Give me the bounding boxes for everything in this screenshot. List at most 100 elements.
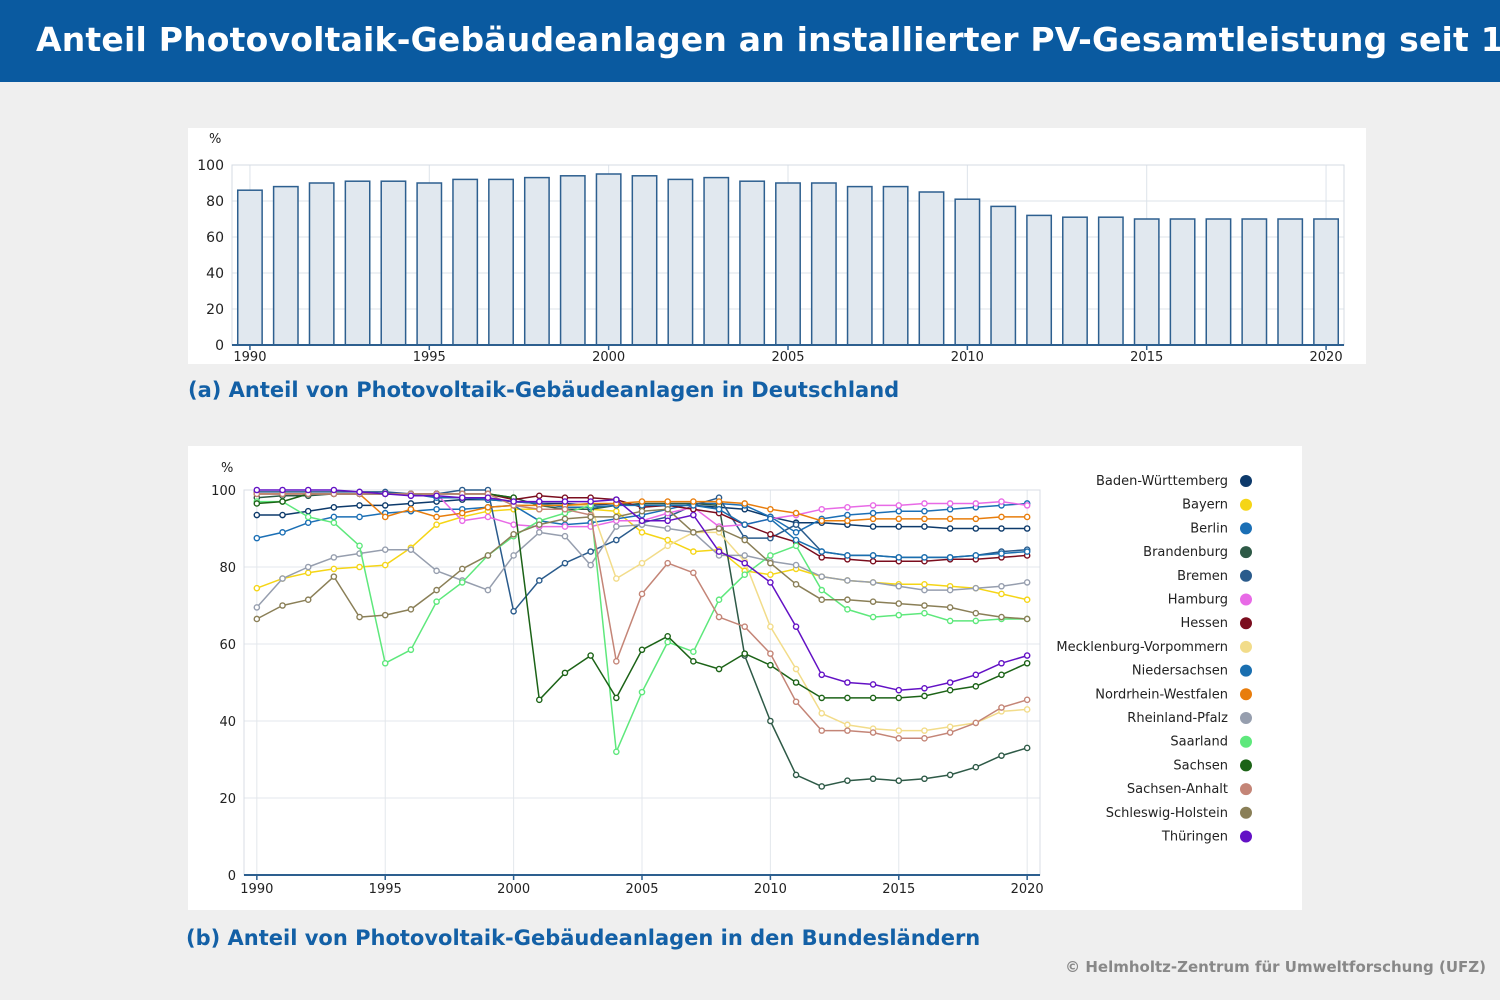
data-point — [946, 525, 954, 532]
data-point — [972, 763, 980, 771]
data-point — [638, 507, 646, 515]
data-point — [1023, 548, 1031, 555]
data-point — [561, 523, 569, 530]
data-point — [818, 573, 826, 580]
data-point — [767, 559, 774, 567]
data-point — [869, 557, 877, 565]
data-point — [869, 613, 877, 621]
header-bar: Anteil Photovoltaik-Gebäudeanlagen an in… — [0, 0, 1500, 82]
bar — [703, 176, 730, 346]
y-tick-label: 60 — [219, 638, 236, 653]
bar — [846, 185, 873, 346]
data-point — [510, 607, 517, 615]
data-point — [561, 559, 569, 567]
data-point — [253, 615, 261, 623]
y-tick-label: 100 — [197, 158, 224, 174]
data-point — [510, 498, 517, 505]
data-point — [407, 500, 415, 507]
data-point — [844, 552, 851, 559]
data-point — [818, 554, 826, 561]
data-point — [253, 534, 261, 542]
data-point — [869, 552, 877, 559]
data-point — [844, 606, 851, 613]
data-point — [767, 717, 774, 725]
data-point — [792, 665, 800, 673]
bar — [488, 178, 514, 346]
data-point — [998, 525, 1005, 532]
data-point — [510, 521, 517, 528]
data-point — [587, 513, 594, 521]
data-point — [330, 519, 338, 527]
data-point — [741, 559, 749, 567]
data-point — [998, 704, 1005, 711]
data-point — [921, 554, 928, 561]
data-point — [638, 590, 646, 598]
data-point — [921, 581, 928, 588]
data-point — [356, 502, 363, 509]
data-point — [818, 783, 826, 790]
data-point — [715, 613, 723, 621]
x-tick-label: 1995 — [413, 350, 446, 364]
data-point — [869, 502, 877, 509]
bar — [344, 180, 371, 346]
data-point — [433, 567, 440, 575]
data-point — [613, 496, 620, 503]
legend-label: Saarland — [1170, 735, 1228, 750]
data-point — [767, 661, 774, 669]
data-point — [381, 513, 389, 521]
data-point — [767, 515, 774, 523]
data-point — [587, 561, 594, 569]
data-point — [356, 513, 363, 521]
legend-label: Sachsen — [1173, 758, 1228, 773]
data-point — [715, 596, 723, 604]
data-point — [484, 513, 492, 521]
legend-marker — [1240, 664, 1252, 677]
legend-marker — [1240, 688, 1252, 701]
bar — [631, 175, 658, 346]
data-point — [921, 500, 928, 507]
legend-marker — [1240, 546, 1252, 559]
data-point — [304, 569, 312, 577]
data-point — [818, 671, 826, 679]
y-tick-label: 0 — [228, 869, 236, 884]
data-point — [946, 723, 954, 731]
data-point — [741, 571, 749, 578]
data-point — [972, 500, 980, 507]
data-point — [818, 694, 826, 702]
data-point — [869, 729, 877, 736]
legend-marker — [1240, 735, 1252, 748]
chart-a-panel: 0 20 40 60 80 100% 1990 1995 2000 2005 2010 2015 202… — [188, 128, 1366, 365]
grid — [244, 489, 1040, 876]
data-point — [818, 586, 826, 594]
data-point — [253, 584, 261, 592]
legend-label: Hamburg — [1168, 593, 1228, 608]
legend-marker — [1240, 712, 1252, 724]
data-point — [1023, 696, 1031, 704]
data-point — [998, 752, 1005, 759]
bar — [308, 182, 335, 346]
bar-chart: 0 20 40 60 80 100% 1990 1995 2000 2005 2010 2015 202… — [197, 132, 1345, 365]
data-point — [458, 579, 466, 586]
bar — [1313, 218, 1340, 346]
y-tick-label: 0 — [215, 338, 224, 354]
data-point — [921, 507, 928, 515]
data-point — [304, 596, 312, 604]
data-point — [638, 688, 646, 696]
y-tick-label: 60 — [206, 230, 224, 246]
data-point — [715, 498, 723, 505]
data-point — [330, 504, 338, 511]
data-point — [715, 525, 723, 532]
data-point — [767, 623, 774, 630]
data-point — [818, 505, 826, 513]
data-point — [895, 523, 903, 530]
data-point — [1023, 706, 1031, 713]
bar — [1062, 216, 1088, 346]
bar — [1169, 218, 1196, 346]
legend-label: Schleswig-Holstein — [1106, 806, 1228, 821]
data-point — [869, 579, 877, 586]
data-point — [535, 577, 543, 584]
bar — [810, 182, 837, 346]
legend: Baden-Württemberg Bayern Berlin Brandenburg… — [1056, 474, 1252, 845]
data-point — [484, 494, 492, 502]
data-point — [304, 513, 312, 521]
